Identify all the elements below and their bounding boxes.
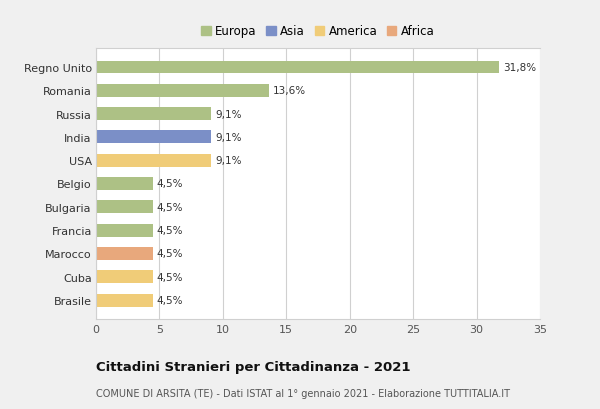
Bar [96,178,153,191]
Text: Cittadini Stranieri per Cittadinanza - 2021: Cittadini Stranieri per Cittadinanza - 2… [96,360,410,373]
Text: 4,5%: 4,5% [157,272,184,282]
Bar [96,108,211,121]
Bar [96,294,153,307]
Bar [96,85,269,97]
Text: 4,5%: 4,5% [157,295,184,306]
Bar [96,247,153,260]
Text: COMUNE DI ARSITA (TE) - Dati ISTAT al 1° gennaio 2021 - Elaborazione TUTTITALIA.: COMUNE DI ARSITA (TE) - Dati ISTAT al 1°… [96,389,510,398]
Text: 4,5%: 4,5% [157,249,184,259]
Legend: Europa, Asia, America, Africa: Europa, Asia, America, Africa [199,23,437,40]
Text: 9,1%: 9,1% [215,133,242,142]
Bar [96,224,153,237]
Bar [96,201,153,214]
Text: 4,5%: 4,5% [157,202,184,212]
Bar [96,154,211,167]
Text: 9,1%: 9,1% [215,156,242,166]
Text: 4,5%: 4,5% [157,179,184,189]
Text: 9,1%: 9,1% [215,109,242,119]
Text: 13,6%: 13,6% [272,86,305,96]
Bar [96,271,153,283]
Text: 4,5%: 4,5% [157,226,184,236]
Text: 31,8%: 31,8% [503,63,536,73]
Bar [96,131,211,144]
Bar [96,61,499,74]
